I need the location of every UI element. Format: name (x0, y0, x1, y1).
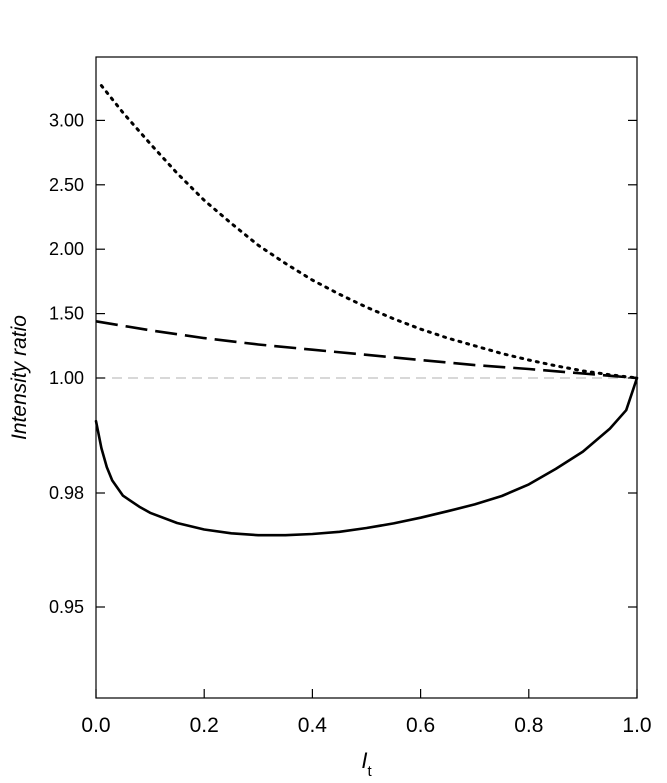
series-line-solid (94, 376, 639, 537)
y-tick-label: 2.50 (49, 175, 84, 195)
y-axis-label: Intensity ratio (8, 315, 31, 440)
x-tick-label: 0.6 (406, 714, 435, 737)
x-tick-label: 0.0 (81, 714, 110, 737)
y-tick-label: 1.00 (49, 368, 84, 388)
x-tick-label: 0.8 (514, 714, 543, 737)
series-line-dashed (95, 320, 638, 380)
series-line-dotted (99, 84, 639, 380)
x-axis-label: It (361, 748, 372, 780)
y-tick-label: 2.00 (49, 239, 84, 259)
x-axis-label-main: I (361, 748, 367, 773)
x-tick-label: 1.0 (622, 714, 651, 737)
x-axis-label-subscript: t (367, 763, 372, 780)
series-layer (94, 84, 639, 537)
x-tick-label: 0.2 (190, 714, 219, 737)
x-tick-label: 0.4 (298, 714, 328, 737)
y-tick-label: 0.98 (49, 483, 84, 503)
y-tick-label: 0.95 (49, 597, 84, 617)
y-tick-label: 3.00 (49, 110, 84, 130)
y-tick-label: 1.50 (49, 304, 84, 324)
tick-layer: 0.95 0.98 1.00 1.50 2.00 2.50 3.00 0.0 0.2 0.4 0.6… (49, 110, 652, 737)
